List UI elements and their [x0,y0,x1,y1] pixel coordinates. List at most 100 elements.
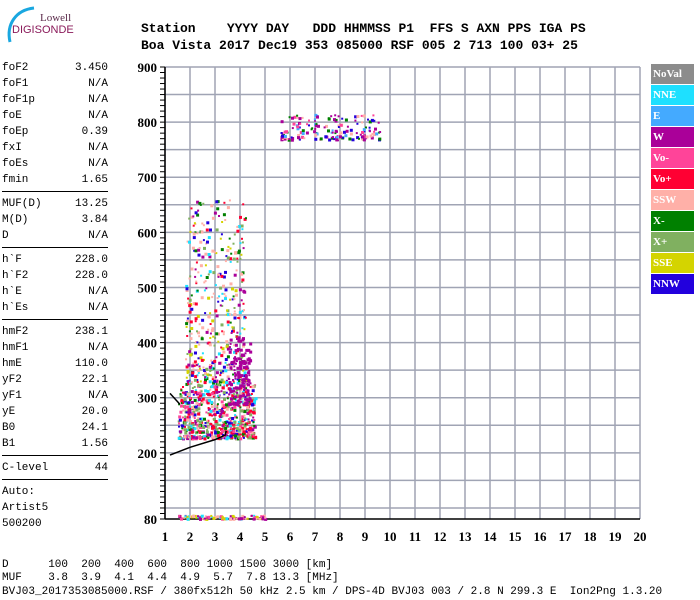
echo-point [196,289,199,292]
echo-point [219,435,222,438]
echo-point [187,410,191,414]
echo-point [219,419,222,422]
echo-point [222,437,225,440]
param-row: D N/A [2,228,108,244]
echo-point [245,398,249,402]
echo-point [241,338,245,342]
echo-point [224,426,228,430]
echo-point [207,328,210,331]
echo-point [202,431,205,434]
echo-point [244,434,247,437]
echo-point [214,309,218,313]
echo-point [196,426,199,429]
param-row: foF2 3.450 [2,60,108,76]
echo-point [215,376,217,379]
echo-point [216,265,220,269]
echo-point [192,368,195,371]
param-row: fmin 1.65 [2,172,108,188]
echo-point [237,225,241,229]
echo-point [219,370,223,374]
echo-point [198,201,202,205]
echo-point [225,413,229,417]
echo-point [208,399,212,403]
echo-point [215,371,219,375]
echo-point [198,435,202,439]
echo-point [200,436,203,439]
echo-point [190,373,194,377]
legend-item: Vo+ [651,169,694,189]
echo-point [236,366,240,370]
echo-point [323,126,326,129]
echo-point [185,358,188,361]
echo-point [196,213,200,217]
echo-point [192,410,196,414]
echo-point [205,430,209,434]
echo-point [235,352,238,355]
echo-point [194,514,197,517]
echo-point [221,415,224,418]
echo-point [361,131,364,134]
echo-point [195,408,199,412]
echo-point [226,425,229,427]
echo-point [240,353,244,357]
echo-point [244,366,247,369]
param-name: h`E [2,286,22,298]
echo-point [253,432,256,435]
echo-point [215,314,219,318]
param-row: h`F2 228.0 [2,268,108,284]
echo-point [238,428,242,432]
echo-point [335,118,338,121]
echo-point [212,402,215,405]
x-tick-label: 13 [459,529,473,544]
echo-point [343,130,346,134]
echo-point [240,299,243,302]
echo-point [232,393,235,396]
param-value: N/A [88,142,108,154]
echo-point [195,392,199,396]
echo-point [224,288,228,292]
echo-point [331,129,334,132]
echo-point [186,319,190,323]
echo-point [204,515,207,518]
echo-point [178,514,181,517]
echo-point [221,304,224,307]
param-row: foEs N/A [2,156,108,172]
echo-point [212,367,215,370]
x-tick-label: 10 [384,529,397,544]
echo-point [200,296,204,300]
echo-point [222,372,225,374]
echo-point [202,239,205,242]
parameters-panel: foF2 3.450 foF1 N/A foF1p N/A foE N/A foEp 0.39 fx… [2,60,108,532]
echo-point [227,324,230,327]
echo-point [368,126,371,129]
echo-point [190,332,193,335]
echo-point [215,390,219,394]
echo-point [215,252,218,255]
echo-point [215,332,219,336]
echo-point [264,516,267,519]
echo-point [308,119,310,122]
echo-point [188,277,191,280]
echo-point [372,114,375,117]
x-tick-label: 18 [584,529,598,544]
echo-point [290,138,294,142]
echo-point [235,416,238,419]
echo-point [193,386,196,388]
echo-point [212,516,216,520]
echo-point [246,406,250,410]
echo-point [313,130,317,134]
echo-point [247,371,251,375]
echo-point [229,282,233,286]
echo-point [238,401,241,404]
echo-point [231,397,234,400]
echo-point [208,270,212,274]
echo-point [194,422,197,425]
param-value: 3.84 [81,214,108,226]
echo-point [240,358,242,361]
echo-point [223,293,226,295]
echo-point [219,380,222,384]
echo-point [208,255,212,259]
echo-point [281,134,284,138]
echo-point [209,337,212,339]
echo-point [215,404,218,407]
